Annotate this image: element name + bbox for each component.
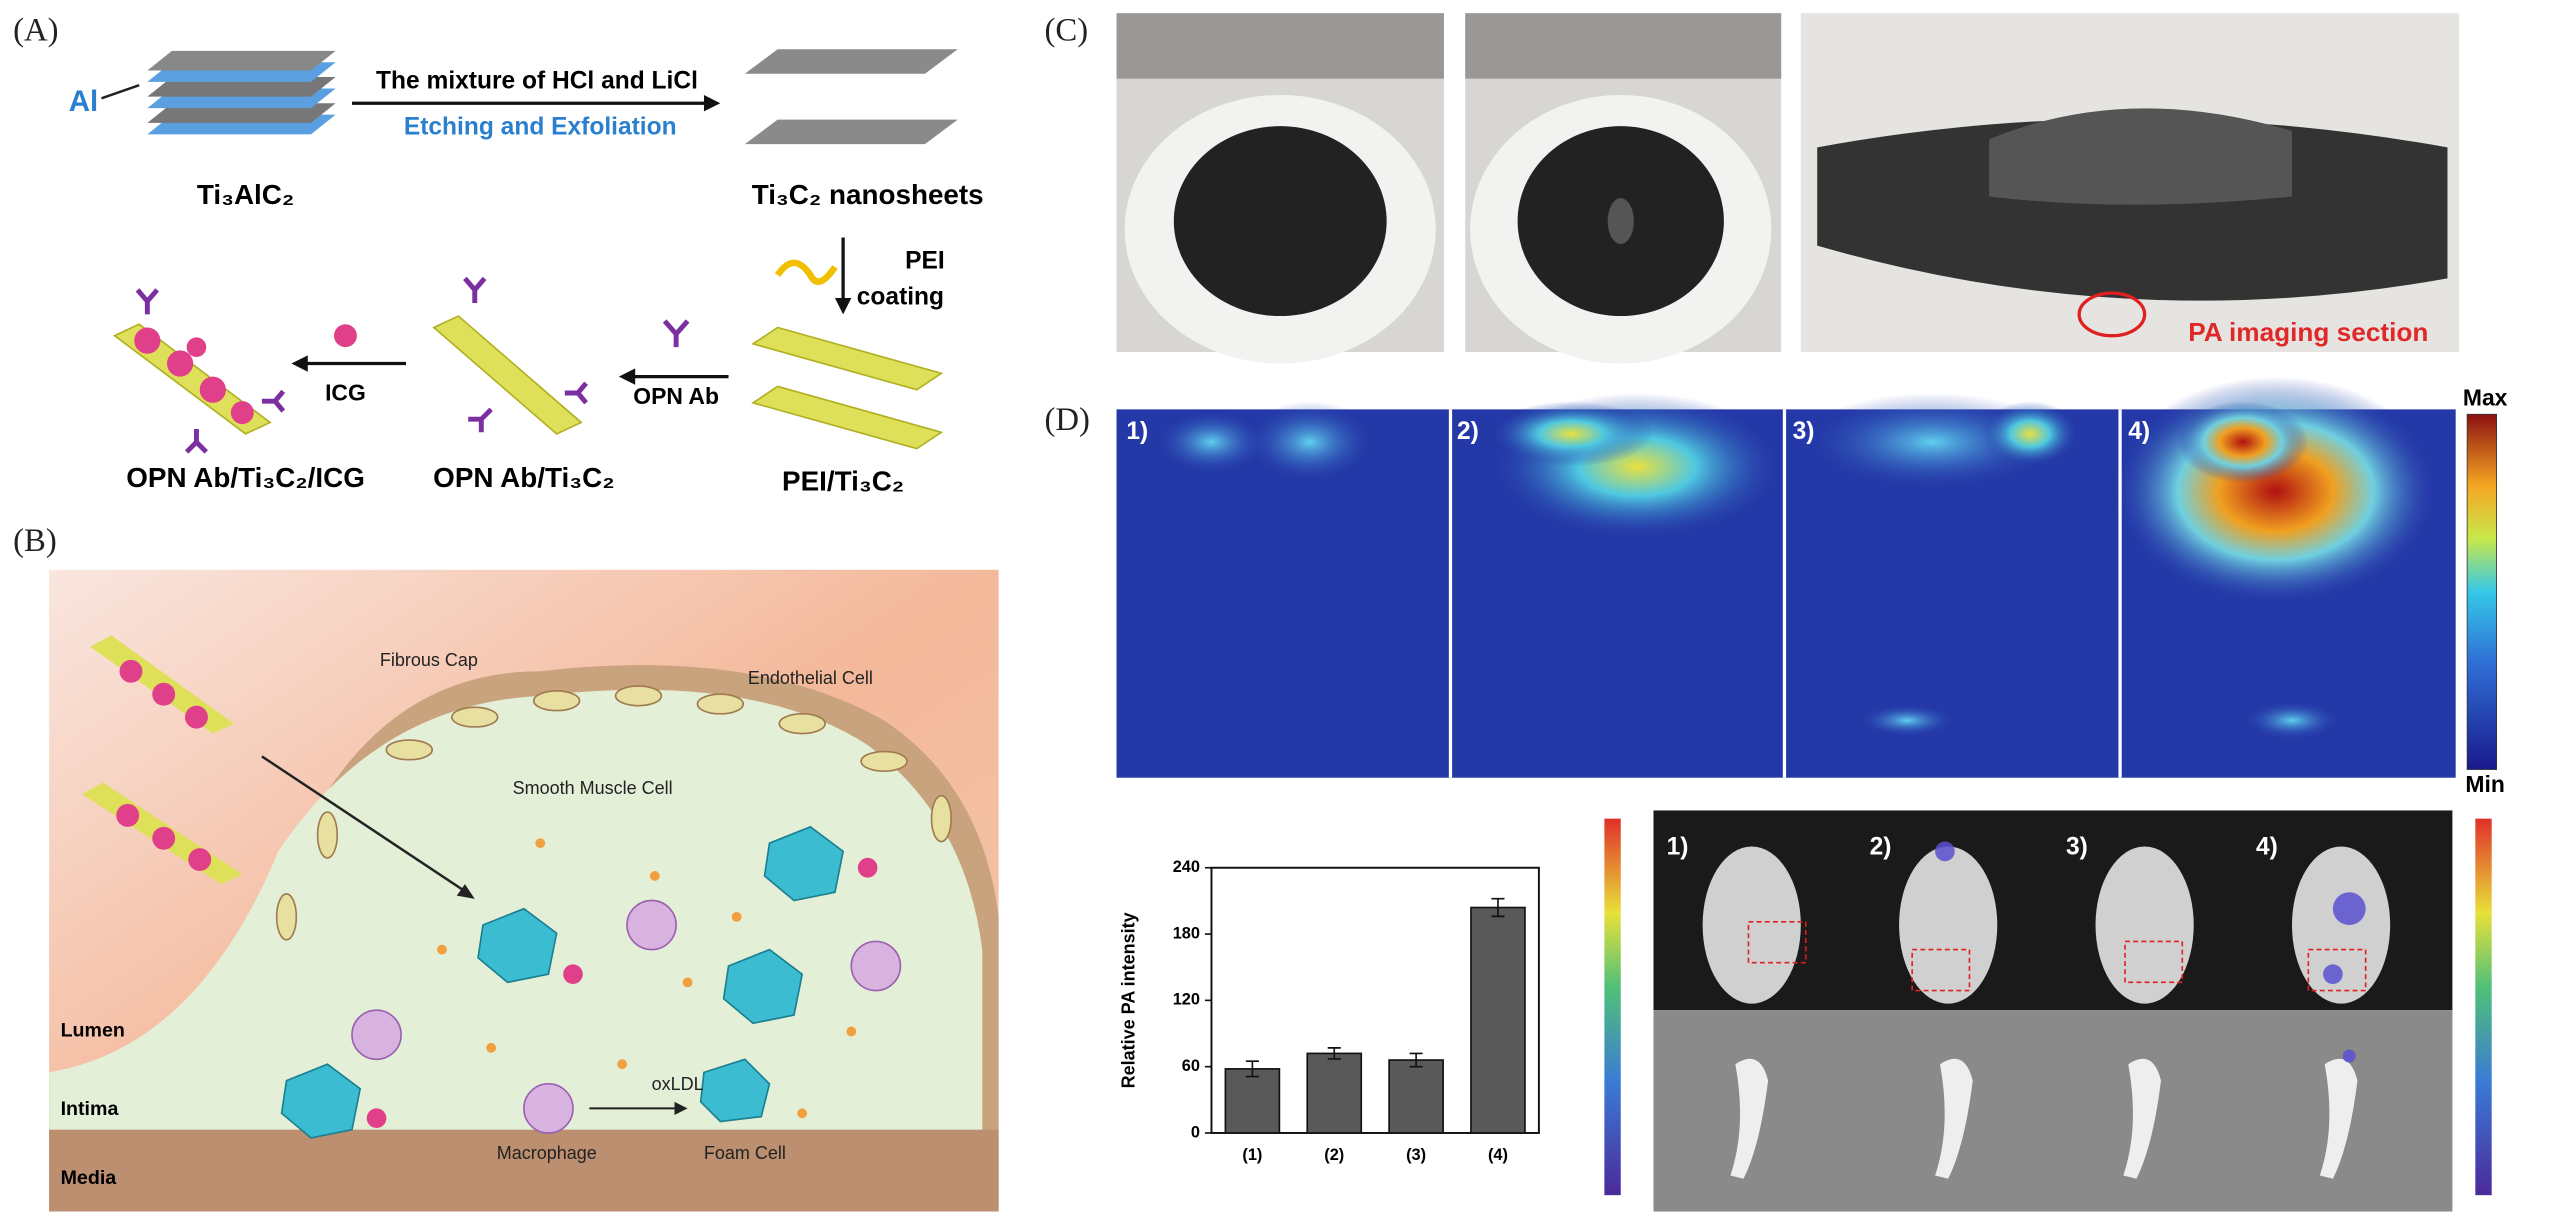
annotation: PA imaging section bbox=[2188, 317, 2428, 347]
y-tick-label: 180 bbox=[1173, 924, 1200, 942]
annotation: Foam Cell bbox=[704, 1143, 786, 1163]
image-label: 4) bbox=[2256, 834, 2278, 861]
pa-image bbox=[1116, 376, 2498, 778]
annotation: Media bbox=[61, 1167, 118, 1189]
step-text: The mixture of HCl and LiCl bbox=[376, 67, 698, 94]
panel-b: (B) Fibrous Cap Endothelial Cell Smooth … bbox=[13, 523, 999, 1212]
panel-a: (A) Al The mixture of HCl and LiCl Etchi… bbox=[13, 12, 984, 496]
step-text: ICG bbox=[325, 380, 366, 406]
annotation: Endothelial Cell bbox=[748, 668, 873, 688]
colorbar-label: Max bbox=[2463, 385, 2508, 411]
panel-label: (A) bbox=[13, 12, 58, 48]
error-bar bbox=[1491, 897, 1505, 918]
y-tick-label: 120 bbox=[1173, 991, 1200, 1009]
panel-label: (B) bbox=[13, 523, 57, 559]
material-label: Ti₃C₂ nanosheets bbox=[752, 179, 984, 210]
material-label: OPN Ab/Ti₃C₂ bbox=[433, 462, 614, 493]
annotation: Fibrous Cap bbox=[380, 650, 478, 670]
annotation: Macrophage bbox=[497, 1143, 597, 1163]
image-label: 2) bbox=[1870, 834, 1892, 861]
annotation: Intima bbox=[61, 1098, 120, 1120]
bar bbox=[1306, 1052, 1363, 1134]
annotation: Lumen bbox=[61, 1020, 125, 1042]
x-tick-label: (1) bbox=[1242, 1146, 1262, 1164]
bar bbox=[1224, 1068, 1281, 1134]
x-tick-label: (3) bbox=[1406, 1146, 1426, 1164]
step-text: Etching and Exfoliation bbox=[404, 113, 677, 140]
image-label: 2) bbox=[1457, 418, 1479, 445]
step-text: coating bbox=[857, 284, 944, 311]
ti3alc2-stack bbox=[147, 50, 336, 135]
panel-c: (C) PA imaging section bbox=[1044, 12, 2459, 364]
step-text: PEI bbox=[905, 248, 945, 275]
error-bar bbox=[1409, 1052, 1423, 1068]
panel-label: (D) bbox=[1044, 402, 1089, 438]
al-label: Al bbox=[69, 85, 98, 118]
bar bbox=[1388, 1059, 1444, 1134]
annotation: oxLDL bbox=[652, 1074, 704, 1094]
image-label: 1) bbox=[1126, 418, 1148, 445]
y-tick-label: 240 bbox=[1173, 858, 1200, 876]
image-label: 4) bbox=[2128, 418, 2150, 445]
material-label: Ti₃AlC₂ bbox=[197, 179, 294, 210]
material-label: PEI/Ti₃C₂ bbox=[782, 465, 904, 496]
image-label: 3) bbox=[1793, 418, 1815, 445]
colorbar-label: Min bbox=[2465, 771, 2504, 797]
material-label: OPN Ab/Ti₃C₂/ICG bbox=[126, 462, 365, 493]
annotation: Smooth Muscle Cell bbox=[513, 778, 673, 798]
y-tick-label: 60 bbox=[1182, 1057, 1200, 1075]
x-tick-label: (4) bbox=[1488, 1146, 1508, 1164]
error-bar bbox=[1327, 1047, 1341, 1060]
y-axis-label: Relative PA intensity bbox=[1118, 912, 1138, 1088]
photo bbox=[1116, 13, 2459, 364]
panel-label: (C) bbox=[1044, 12, 1088, 48]
nanoprobe bbox=[81, 635, 878, 1129]
x-tick-label: (2) bbox=[1324, 1146, 1344, 1164]
y-tick-label: 0 bbox=[1191, 1123, 1200, 1141]
panel-d: (D) Max Min bbox=[1044, 376, 2508, 1212]
fluorescence-image bbox=[1604, 810, 2492, 1212]
bar bbox=[1470, 906, 1526, 1134]
image-label: 1) bbox=[1667, 834, 1689, 861]
step-text: OPN Ab bbox=[633, 383, 719, 409]
image-label: 3) bbox=[2066, 834, 2088, 861]
error-bar bbox=[1245, 1060, 1259, 1078]
